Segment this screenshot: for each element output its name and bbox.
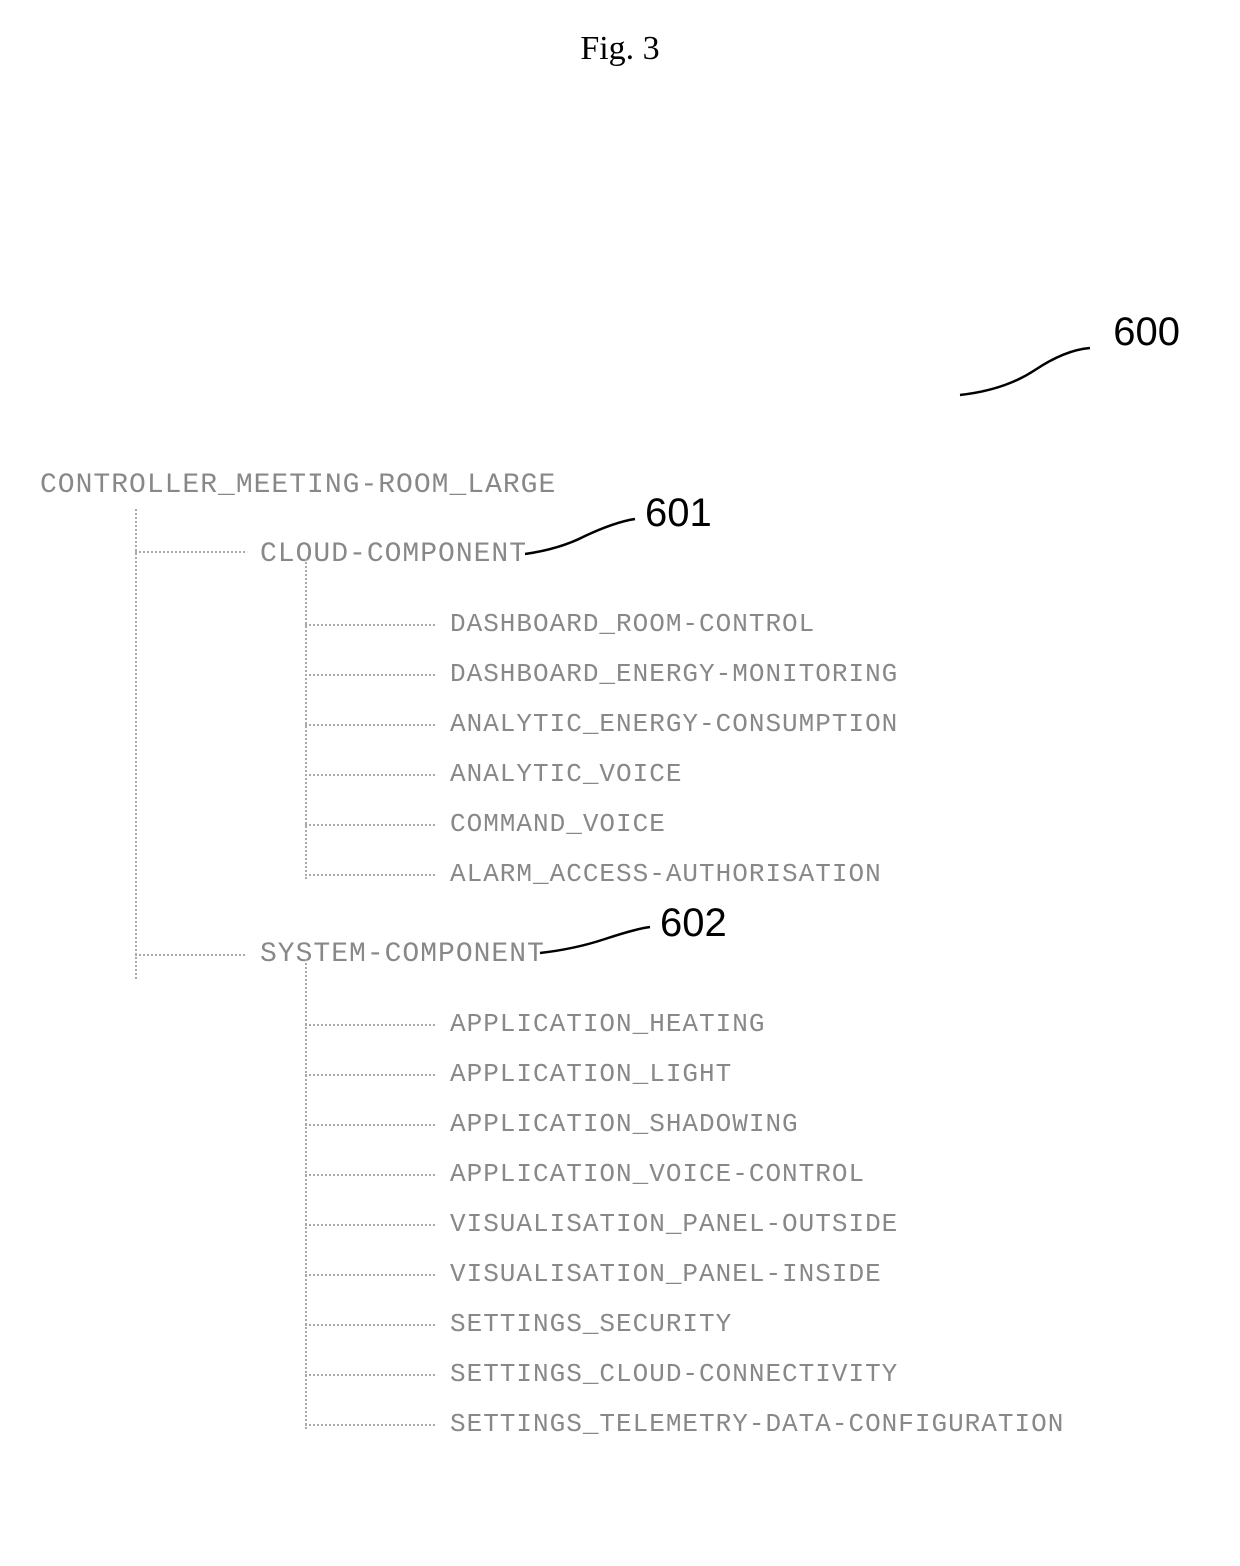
ref-602: 602: [660, 901, 727, 946]
branch-0: CLOUD-COMPONENT 601 DASHBOARD_ROOM-CONTR…: [135, 509, 1064, 899]
root-label: CONTROLLER_MEETING-ROOM_LARGE: [40, 470, 1064, 501]
ref-600: 600: [1113, 310, 1180, 355]
leaf-row: SETTINGS_CLOUD-CONNECTIVITY: [305, 1349, 1064, 1399]
leaf-connector: [305, 824, 435, 826]
leaf-row: COMMAND_VOICE: [305, 799, 1064, 849]
leaf-connector: [305, 1424, 435, 1426]
leaf-row: DASHBOARD_ENERGY-MONITORING: [305, 649, 1064, 699]
leaf-connector: [305, 1324, 435, 1326]
leaf-label: APPLICATION_HEATING: [450, 1009, 765, 1039]
figure-title: Fig. 3: [580, 30, 659, 68]
branch-1-label: SYSTEM-COMPONENT: [260, 939, 545, 970]
tree-root-container: CONTROLLER_MEETING-ROOM_LARGE CLOUD-COMP…: [40, 470, 1064, 1449]
leaf-label: ALARM_ACCESS-AUTHORISATION: [450, 859, 882, 889]
ref-601: 601: [645, 491, 712, 536]
leaf-row: APPLICATION_VOICE-CONTROL: [305, 1149, 1064, 1199]
branch-0-label: CLOUD-COMPONENT: [260, 539, 527, 570]
leaf-row: SETTINGS_TELEMETRY-DATA-CONFIGURATION: [305, 1399, 1064, 1449]
branch-1-children: APPLICATION_HEATING APPLICATION_LIGHT AP…: [305, 979, 1064, 1449]
leaf-connector: [305, 1274, 435, 1276]
branch-0-h-connector: [135, 551, 245, 553]
leaf-row: APPLICATION_LIGHT: [305, 1049, 1064, 1099]
leaf-label: DASHBOARD_ENERGY-MONITORING: [450, 659, 898, 689]
leaf-label: SETTINGS_CLOUD-CONNECTIVITY: [450, 1359, 898, 1389]
leaf-connector: [305, 1174, 435, 1176]
leaf-connector: [305, 624, 435, 626]
leaf-label: APPLICATION_VOICE-CONTROL: [450, 1159, 865, 1189]
leaf-row: VISUALISATION_PANEL-INSIDE: [305, 1249, 1064, 1299]
leaf-label: SETTINGS_TELEMETRY-DATA-CONFIGURATION: [450, 1409, 1064, 1439]
leaf-connector: [305, 674, 435, 676]
leaf-row: APPLICATION_SHADOWING: [305, 1099, 1064, 1149]
leaf-row: ANALYTIC_VOICE: [305, 749, 1064, 799]
leaf-label: APPLICATION_LIGHT: [450, 1059, 732, 1089]
leaf-row: ALARM_ACCESS-AUTHORISATION: [305, 849, 1064, 899]
leaf-label: ANALYTIC_ENERGY-CONSUMPTION: [450, 709, 898, 739]
leaf-connector: [305, 774, 435, 776]
leaf-row: APPLICATION_HEATING: [305, 999, 1064, 1049]
leaf-label: APPLICATION_SHADOWING: [450, 1109, 799, 1139]
branch-0-children: DASHBOARD_ROOM-CONTROL DASHBOARD_ENERGY-…: [305, 579, 1064, 899]
leaf-row: DASHBOARD_ROOM-CONTROL: [305, 599, 1064, 649]
ref-600-leader: [955, 340, 1095, 400]
leaf-connector: [305, 1374, 435, 1376]
leaf-connector: [305, 1074, 435, 1076]
leaf-label: COMMAND_VOICE: [450, 809, 666, 839]
leaf-connector: [305, 724, 435, 726]
leaf-label: ANALYTIC_VOICE: [450, 759, 682, 789]
branch-1: SYSTEM-COMPONENT 602 APPLICATION_HEATING…: [135, 929, 1064, 1449]
leaf-connector: [305, 874, 435, 876]
branch-0-row: CLOUD-COMPONENT 601: [135, 509, 1064, 579]
leaf-row: VISUALISATION_PANEL-OUTSIDE: [305, 1199, 1064, 1249]
leaf-connector: [305, 1124, 435, 1126]
ref-602-leader: [535, 921, 655, 961]
ref-601-leader: [520, 514, 640, 559]
leaf-connector: [305, 1024, 435, 1026]
branch-1-row: SYSTEM-COMPONENT 602: [135, 929, 1064, 979]
leaf-label: VISUALISATION_PANEL-INSIDE: [450, 1259, 882, 1289]
leaf-row: ANALYTIC_ENERGY-CONSUMPTION: [305, 699, 1064, 749]
leaf-label: DASHBOARD_ROOM-CONTROL: [450, 609, 815, 639]
leaf-connector: [305, 1224, 435, 1226]
leaf-label: SETTINGS_SECURITY: [450, 1309, 732, 1339]
branch-group: CLOUD-COMPONENT 601 DASHBOARD_ROOM-CONTR…: [135, 509, 1064, 1449]
branch-1-h-connector: [135, 954, 245, 956]
leaf-label: VISUALISATION_PANEL-OUTSIDE: [450, 1209, 898, 1239]
leaf-row: SETTINGS_SECURITY: [305, 1299, 1064, 1349]
